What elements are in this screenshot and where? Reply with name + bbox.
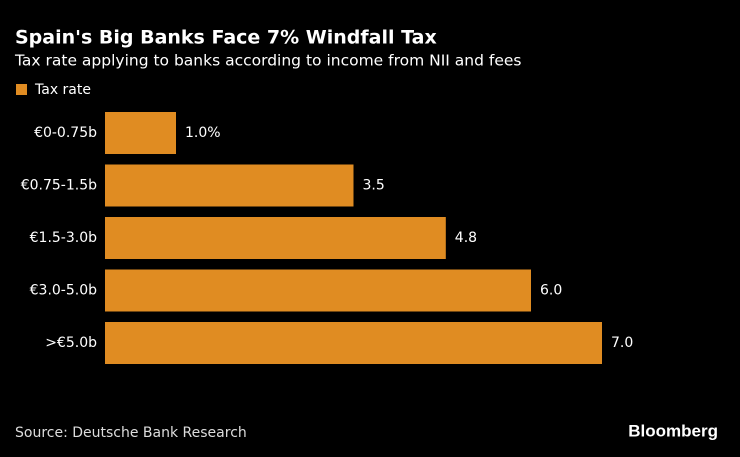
source: Source: Deutsche Bank Research [15, 425, 247, 441]
y-tick-label: €1.5-3.0b [30, 230, 97, 246]
y-tick-label: €3.0-5.0b [30, 283, 97, 299]
y-tick-label: >€5.0b [45, 335, 97, 351]
y-tick-label: €0.75-1.5b [21, 178, 97, 194]
bar [105, 217, 446, 259]
credit: Bloomberg [628, 421, 718, 440]
value-label: 4.8 [455, 230, 477, 246]
value-label: 7.0 [611, 335, 633, 351]
bar [105, 164, 354, 207]
value-label: 1.0% [185, 125, 221, 141]
legend-label: Tax rate [34, 82, 91, 98]
chart-title: Spain's Big Banks Face 7% Windfall Tax [15, 27, 437, 49]
bar [105, 322, 602, 364]
bar [105, 269, 531, 312]
value-label: 3.5 [363, 178, 385, 194]
bar [105, 112, 176, 154]
y-tick-label: €0-0.75b [34, 125, 97, 141]
value-label: 6.0 [540, 283, 562, 299]
chart-subtitle: Tax rate applying to banks according to … [14, 52, 522, 70]
legend-swatch [16, 84, 27, 95]
